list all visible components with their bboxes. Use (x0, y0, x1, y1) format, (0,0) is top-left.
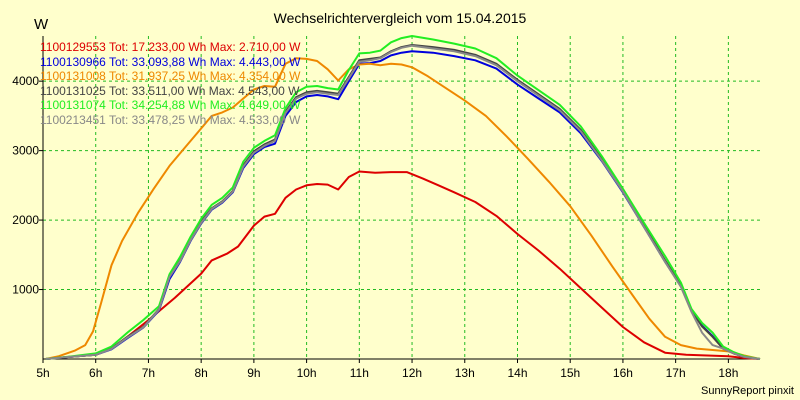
x-tick-label: 6h (89, 366, 102, 380)
series-layer (45, 35, 761, 360)
series-line-1100213451 (45, 44, 761, 360)
x-tick-label: 12h (402, 366, 422, 380)
series-line-1100131008 (45, 57, 761, 360)
y-tick-label: 3000 (12, 144, 39, 158)
x-tick-label: 17h (666, 366, 686, 380)
legend-entry-1100213451: 1100213451 Tot: 33.478,25 Wh Max: 4.533,… (40, 112, 301, 127)
x-tick-label: 18h (718, 366, 738, 380)
tick-label-layer: 5h 6h 7h 8h 9h 10h 11h 12h 13h 14h 15h 16h 17h 18h 100… (12, 74, 738, 380)
chart-title: Wechselrichtervergleich vom 15.04.2015 (273, 10, 527, 26)
x-tick-label: 9h (247, 366, 260, 380)
y-tick-label: 1000 (12, 283, 39, 297)
legend-entry-1100131025: 1100131025 Tot: 33.511,00 Wh Max: 4.543,… (40, 83, 300, 98)
x-tick-label: 8h (194, 366, 207, 380)
y-tick-label: 2000 (12, 213, 39, 227)
series-line-1100129553 (45, 170, 761, 360)
x-tick-label: 5h (36, 366, 49, 380)
x-tick-label: 11h (350, 366, 369, 380)
x-tick-label: 15h (560, 366, 580, 380)
x-tick-label: 14h (507, 366, 527, 380)
legend-entry-1100129553: 1100129553 Tot: 17.233,00 Wh Max: 2.710,… (40, 40, 301, 54)
y-tick-label: 4000 (12, 74, 39, 88)
footer-credit: SunnyReport pinxit (701, 385, 794, 397)
x-tick-label: 13h (455, 366, 475, 380)
y-axis-unit-label: W (34, 16, 49, 33)
axis-layer (39, 36, 760, 363)
x-tick-label: 16h (613, 366, 633, 380)
x-tick-label: 10h (297, 366, 317, 380)
series-line-1100131074 (45, 35, 761, 360)
x-tick-label: 7h (142, 366, 155, 380)
legend-entry-1100131074: 1100131074 Tot: 34.254,88 Wh Max: 4.649,… (40, 98, 301, 113)
legend: 1100129553 Tot: 17.233,00 Wh Max: 2.710,… (40, 40, 300, 128)
legend-entry-1100130966: 1100130966 Tot: 33.093,88 Wh Max: 4.443,… (40, 54, 301, 69)
legend-entry-1100131008: 1100131008 Tot: 31.937,25 Wh Max: 4.354,… (40, 69, 301, 84)
